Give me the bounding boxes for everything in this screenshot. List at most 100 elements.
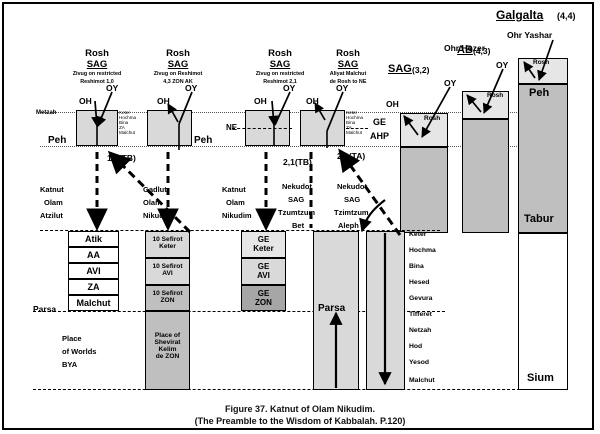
katnut-cell-avi-top: GE [257,262,270,271]
shevirat-l4: de ZON [155,353,180,360]
oy-label-4: OY [444,78,457,88]
oy-label-2: OY [283,83,296,93]
sag-title-3: SAG [337,59,359,70]
figure-caption-line2: (The Preamble to the Wisdom of Kabbalah.… [194,416,406,426]
sefira-keter: Keter [409,231,427,238]
shevirat-l3: Kelim [158,346,177,353]
rosh-sub2-3: de Rosh to NE [329,79,367,85]
galgalta-coords: (4,4) [557,11,576,21]
peh-label-galgalta: Peh [529,87,550,99]
katnut-cell-zon-bot: ZON [255,298,272,307]
sefira-hochma: Hochma [409,247,436,254]
descend-0-l1: Katnut [40,185,64,194]
rosh-inner-keter-0: Keter [119,110,130,115]
oy-arrow-3 [326,91,344,132]
oh-label-3: OH [306,96,319,106]
figure-border [2,2,594,430]
peh-label-1: Peh [194,135,213,146]
rosh-sub1-3: Aliyat Malchut [329,71,367,77]
oh-arrow-2 [268,100,279,127]
atzilut-cell-za: ZA [68,279,119,295]
oy-arrow-1 [178,91,193,125]
peh-label-0: Peh [48,135,67,146]
ne-dash-line-2 [346,128,368,129]
ab43-title: AB [457,44,473,56]
sag32-guf-box [400,147,448,233]
top-boundary-dash [40,230,440,231]
figure-caption-line1: Figure 37. Katnut of Olam Nikudim. [224,404,376,414]
oh-label-0: OH [79,96,92,106]
sefira-yesod: Yesod [409,359,430,366]
oh-arrow-ab [466,94,482,113]
rosh-title-1: Rosh [166,48,190,59]
rosh-title-2: Rosh [268,48,292,59]
descend-2-l2: Olam [226,198,245,207]
rosh-inner-bina-0: Bina [119,120,129,125]
rosh-inner-za-3: ZA [346,125,352,130]
ab43-guf-box [462,119,509,233]
galgalta-below-tabur-box [518,233,568,390]
katnut-cell-keter-bot: Keter [253,244,274,253]
oh-arrow-0 [91,100,102,128]
descend-3-l3: Tzumtzum [278,208,316,217]
descend-4-l2: SAG [344,195,361,204]
sefira-bina: Bina [409,263,424,270]
atzilut-cell-aa: AA [68,247,119,263]
parsa-boundary-dash [33,311,445,312]
gadlut-cell-avi-bot: AVI [162,270,173,277]
shevirat-l2: Shevirat [154,339,181,346]
ahp-label: AHP [370,131,390,141]
sefira-malchut: Malchut [409,377,435,384]
atzilut-cell-avi-label: AVI [86,266,101,276]
descend-3-l4: Bet [292,221,305,230]
ohr-yashar-arrow [537,39,554,81]
sefira-gevura: Gevura [409,295,433,302]
gadlut-cell-avi: 10 Sefirot AVI [145,258,190,285]
ne-dash-line [232,128,292,129]
peh-guide-line [40,146,545,147]
gadlut-cell-keter-bot: Keter [159,243,176,250]
oy-arrow-ab [482,68,504,114]
sag-title-1: SAG [167,59,189,70]
atzilut-cell-aa-label: AA [87,250,100,260]
galgalta-guf-box [518,84,568,233]
sium-label: Sium [527,372,554,384]
katnut-cell-keter: GE Keter [241,231,286,258]
rosh-sub2-1: 4,3 ZON AK [163,79,193,85]
rosh-inner-malchut-3: Malchut [346,130,363,135]
ohr-yashar-label: Ohr Yashar [507,30,553,40]
ge-label: GE [373,117,387,127]
descend-2-l1: Katnut [222,185,246,194]
katnut-cell-avi: GE AVI [241,258,286,285]
gadlut-cell-keter: 10 Sefirot Keter [145,231,190,258]
descend-0-l3: Atzilut [40,211,63,220]
metzah-guide-line [40,112,545,113]
rosh-inner-hochma-3: Hochma [346,115,364,120]
descend-1-l2: Olam [143,198,162,207]
ohr-hozer-label: Ohr Hozer [444,43,486,53]
rosh-inner-keter-3: Keter [346,110,357,115]
descend-4-l4: Aleph [338,221,359,230]
sefira-hesed: Hesed [409,279,430,286]
rosh-sub2-0: Reshimot 1,0 [80,79,114,85]
descend-3-l1: Nekudot [282,182,312,191]
arrow-label-2: 2,1(TB) [283,157,312,167]
oy-label-0: OY [106,83,119,93]
descend-1-l1: Gadlut [143,185,167,194]
descend-2-l3: Nikudim [222,211,252,220]
rosh-inner-sefirot-0: Keter Hochma Bina ZA Malchut [119,110,141,135]
gadlut-cell-avi-top: 10 Sefirot [152,263,183,270]
gadlut-cell-zon-top: 10 Sefirot [152,290,183,297]
galgalta-title: Galgalta [496,8,544,22]
rosh-sub1-2: Zivug on restricted [255,71,305,77]
atzilut-cell-atik-label: Atik [84,234,102,244]
parsa-label-mid: Parsa [318,303,346,314]
rosh-title-3: Rosh [336,48,360,59]
place-of-worlds-l2: of Worlds [62,347,97,356]
sag-title-0: SAG [86,59,108,70]
oh-label-2: OH [254,96,267,106]
descend-4-l1: Nekudot [337,182,367,191]
rosh-sub1-0: Zivug on restricted [72,71,122,77]
katnut-cell-avi-bot: AVI [257,271,270,280]
atzilut-cell-za-label: ZA [87,282,100,292]
